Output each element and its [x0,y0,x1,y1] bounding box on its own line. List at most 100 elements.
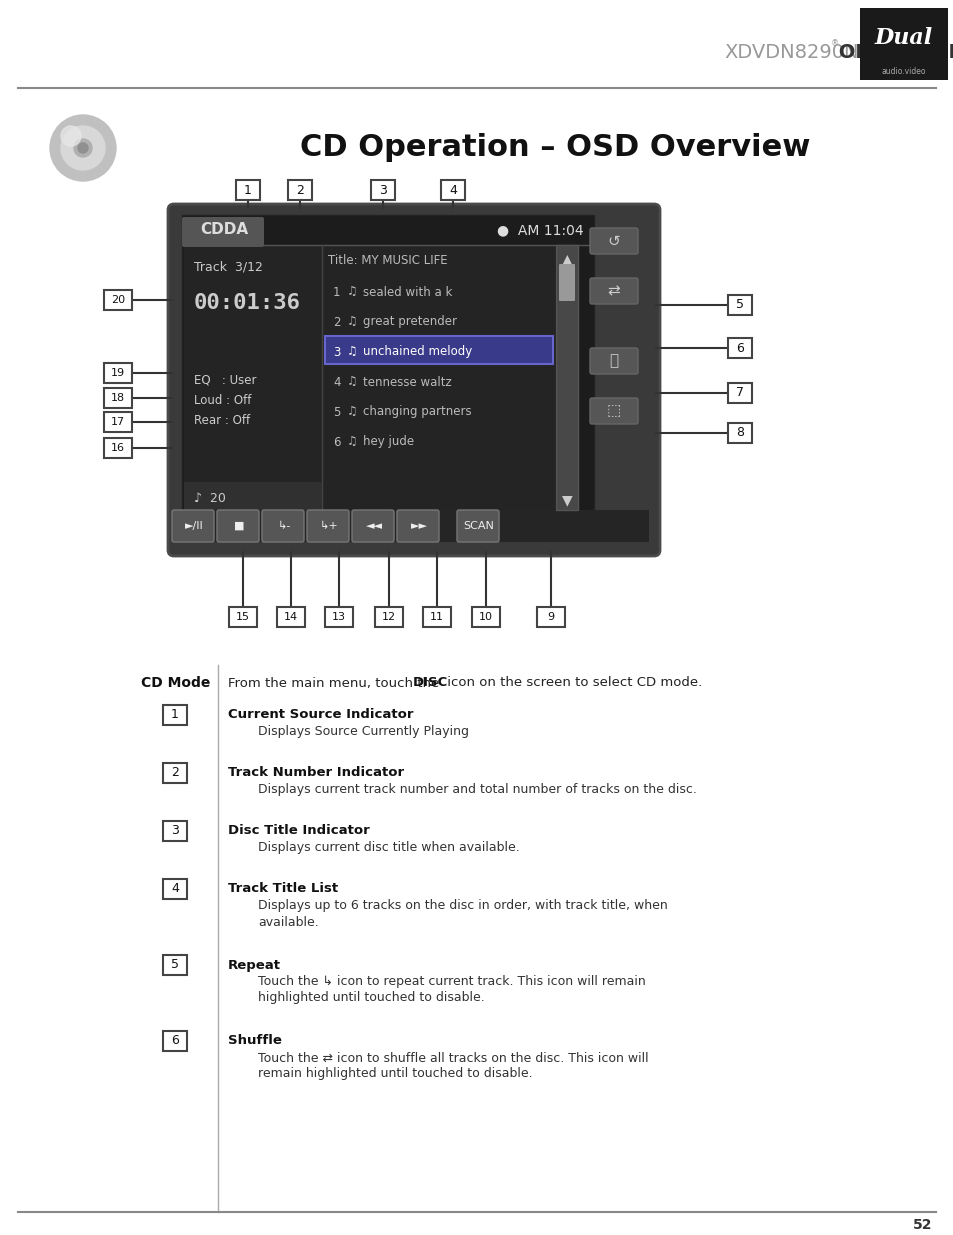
Text: sealed with a k: sealed with a k [363,285,452,299]
Text: ▲: ▲ [561,252,572,266]
Text: ♫: ♫ [347,346,357,358]
Text: unchained melody: unchained melody [363,346,472,358]
Text: ♫: ♫ [347,285,357,299]
Text: ◄◄: ◄◄ [365,521,382,531]
FancyBboxPatch shape [558,264,575,301]
Text: Loud : Off: Loud : Off [193,394,251,406]
FancyBboxPatch shape [184,245,322,510]
Text: ⬚: ⬚ [606,404,620,419]
FancyBboxPatch shape [440,180,464,200]
FancyBboxPatch shape [104,438,132,458]
FancyBboxPatch shape [556,245,578,510]
FancyBboxPatch shape [172,510,213,542]
Circle shape [61,126,81,146]
Text: CDDA: CDDA [200,222,248,237]
Text: hey jude: hey jude [363,436,414,448]
Text: Rear : Off: Rear : Off [193,414,250,426]
Text: Displays current track number and total number of tracks on the disc.: Displays current track number and total … [257,783,696,797]
FancyBboxPatch shape [262,510,304,542]
Text: CD Operation – OSD Overview: CD Operation – OSD Overview [299,133,809,163]
Text: ↳+: ↳+ [319,521,338,531]
Text: highlighted until touched to disable.: highlighted until touched to disable. [257,992,484,1004]
FancyBboxPatch shape [288,180,312,200]
Text: Track Number Indicator: Track Number Indicator [228,767,404,779]
Text: 3: 3 [333,346,340,358]
Text: 4: 4 [449,184,456,196]
Text: ■: ■ [233,521,244,531]
Circle shape [78,143,88,153]
Text: Touch the ↳ icon to repeat current track. This icon will remain: Touch the ↳ icon to repeat current track… [257,976,645,988]
Text: 19: 19 [111,368,125,378]
FancyBboxPatch shape [179,510,648,542]
FancyBboxPatch shape [163,1031,187,1051]
FancyBboxPatch shape [182,215,594,510]
FancyBboxPatch shape [104,363,132,383]
Text: 8: 8 [735,426,743,440]
Text: 4: 4 [171,883,179,895]
Text: 5: 5 [171,958,179,972]
Text: 1: 1 [333,285,340,299]
FancyBboxPatch shape [163,705,187,725]
Text: ↳-: ↳- [277,521,291,531]
FancyBboxPatch shape [104,412,132,432]
Text: ►►: ►► [410,521,427,531]
Text: Disc Title Indicator: Disc Title Indicator [228,825,370,837]
Text: Touch the ⇄ icon to shuffle all tracks on the disc. This icon will: Touch the ⇄ icon to shuffle all tracks o… [257,1051,648,1065]
Text: Track  3/12: Track 3/12 [193,261,263,273]
Text: Shuffle: Shuffle [228,1035,281,1047]
Text: ♫: ♫ [347,436,357,448]
Text: DISC: DISC [413,677,448,689]
Text: ⬜: ⬜ [609,353,618,368]
FancyBboxPatch shape [325,336,553,364]
Text: 16: 16 [111,443,125,453]
Text: ▼: ▼ [561,493,572,508]
FancyBboxPatch shape [422,606,451,627]
Text: Current Source Indicator: Current Source Indicator [228,709,413,721]
Text: 5: 5 [735,299,743,311]
FancyBboxPatch shape [104,290,132,310]
Text: Repeat: Repeat [228,958,281,972]
Text: Dual: Dual [874,27,932,49]
Text: 3: 3 [378,184,387,196]
FancyBboxPatch shape [163,821,187,841]
Text: remain highlighted until touched to disable.: remain highlighted until touched to disa… [257,1067,532,1081]
FancyBboxPatch shape [727,424,751,443]
Circle shape [61,126,105,170]
FancyBboxPatch shape [168,204,659,556]
Text: ♫: ♫ [347,375,357,389]
FancyBboxPatch shape [472,606,499,627]
Text: From the main menu, touch the: From the main menu, touch the [228,677,443,689]
Text: XDVDN8290N: XDVDN8290N [723,42,858,62]
FancyBboxPatch shape [163,879,187,899]
Text: CD Mode: CD Mode [140,676,210,690]
Text: ►/II: ►/II [185,521,203,531]
Text: ®: ® [830,40,839,48]
Text: 1: 1 [244,184,252,196]
Text: 17: 17 [111,417,125,427]
FancyBboxPatch shape [859,7,947,80]
Text: 4: 4 [333,375,340,389]
Text: ⇄: ⇄ [607,284,619,299]
FancyBboxPatch shape [589,398,638,424]
Text: Displays current disc title when available.: Displays current disc title when availab… [257,841,519,855]
FancyBboxPatch shape [589,278,638,304]
FancyBboxPatch shape [396,510,438,542]
FancyBboxPatch shape [216,510,258,542]
Text: ♪  20: ♪ 20 [193,492,226,505]
FancyBboxPatch shape [589,348,638,374]
FancyBboxPatch shape [352,510,394,542]
Text: SCAN: SCAN [463,521,494,531]
FancyBboxPatch shape [163,763,187,783]
Text: 6: 6 [736,342,743,354]
FancyBboxPatch shape [163,955,187,974]
Text: 1: 1 [171,709,179,721]
Text: 10: 10 [478,613,493,622]
Text: tennesse waltz: tennesse waltz [363,375,452,389]
Text: audio.video: audio.video [881,68,925,77]
Circle shape [50,115,116,182]
Text: great pretender: great pretender [363,315,456,329]
FancyBboxPatch shape [727,383,751,403]
Text: EQ   : User: EQ : User [193,373,256,387]
Text: 52: 52 [911,1218,931,1233]
FancyBboxPatch shape [727,295,751,315]
